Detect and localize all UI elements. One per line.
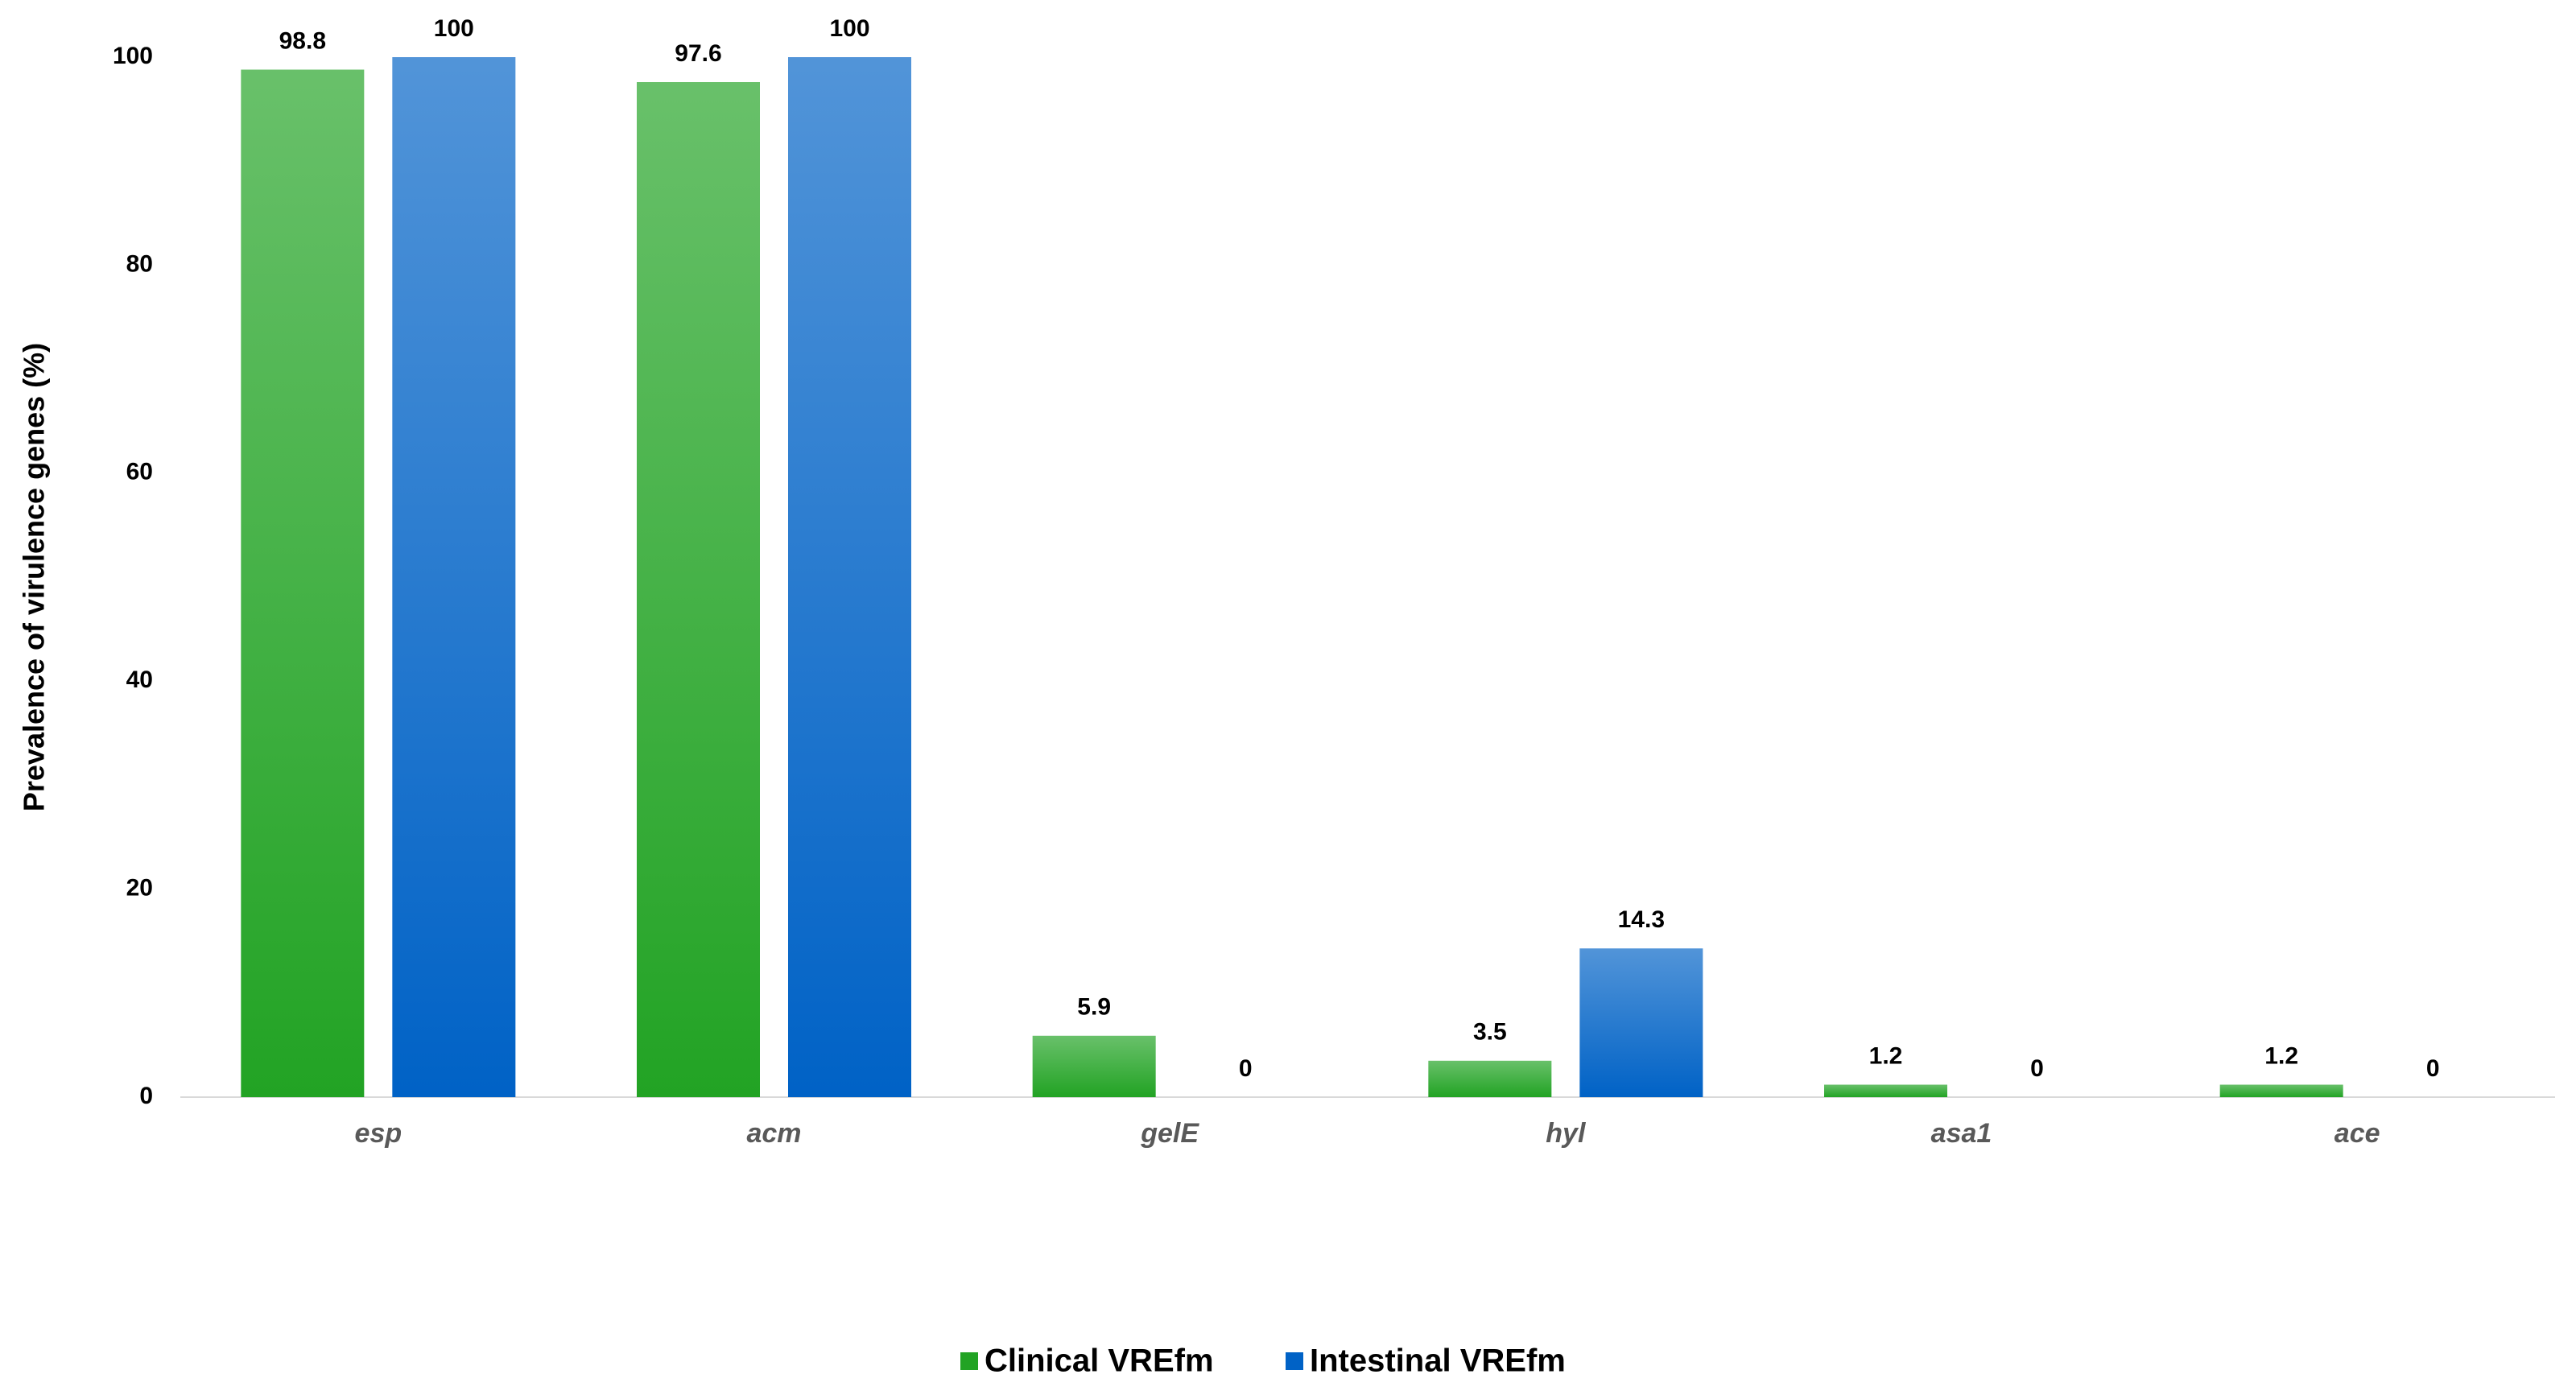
y-tick-label: 100	[113, 43, 153, 69]
bar	[1824, 1084, 1947, 1097]
bar	[241, 69, 365, 1097]
value-label: 100	[434, 15, 474, 42]
value-label: 0	[2030, 1055, 2044, 1082]
value-label: 97.6	[675, 40, 721, 67]
value-label: 14.3	[1618, 906, 1665, 933]
y-tick-label: 80	[126, 250, 153, 277]
x-tick-label: hyl	[1546, 1118, 1587, 1149]
bar	[788, 57, 911, 1097]
y-axis-label: Prevalence of virulence genes (%)	[18, 343, 51, 811]
y-tick-label: 20	[126, 875, 153, 902]
bar	[1579, 948, 1703, 1097]
value-label: 0	[2426, 1055, 2440, 1082]
bar	[1428, 1060, 1552, 1097]
value-label: 1.2	[1869, 1042, 1903, 1069]
x-tick-label: esp	[355, 1118, 402, 1149]
x-tick-label: asa1	[1931, 1118, 1992, 1149]
value-label: 0	[1239, 1055, 1253, 1082]
legend-label: Intestinal VREfm	[1310, 1343, 1566, 1379]
legend-swatch	[960, 1352, 978, 1370]
bar	[1032, 1035, 1156, 1097]
y-tick-label: 40	[126, 666, 153, 693]
x-tick-label: ace	[2334, 1118, 2380, 1149]
y-tick-label: 60	[126, 459, 153, 485]
bar	[2219, 1084, 2343, 1097]
legend-swatch	[1286, 1352, 1303, 1370]
value-label: 3.5	[1473, 1019, 1507, 1046]
legend-label: Clinical VREfm	[985, 1343, 1214, 1379]
bar	[637, 82, 760, 1097]
x-tick-label: acm	[746, 1118, 801, 1149]
bar	[392, 57, 516, 1097]
value-label: 100	[829, 15, 869, 42]
value-label: 98.8	[279, 27, 326, 54]
y-tick-label: 0	[139, 1083, 153, 1109]
x-tick-label: gelE	[1140, 1118, 1199, 1149]
value-label: 5.9	[1077, 994, 1111, 1021]
value-label: 1.2	[2264, 1042, 2298, 1069]
